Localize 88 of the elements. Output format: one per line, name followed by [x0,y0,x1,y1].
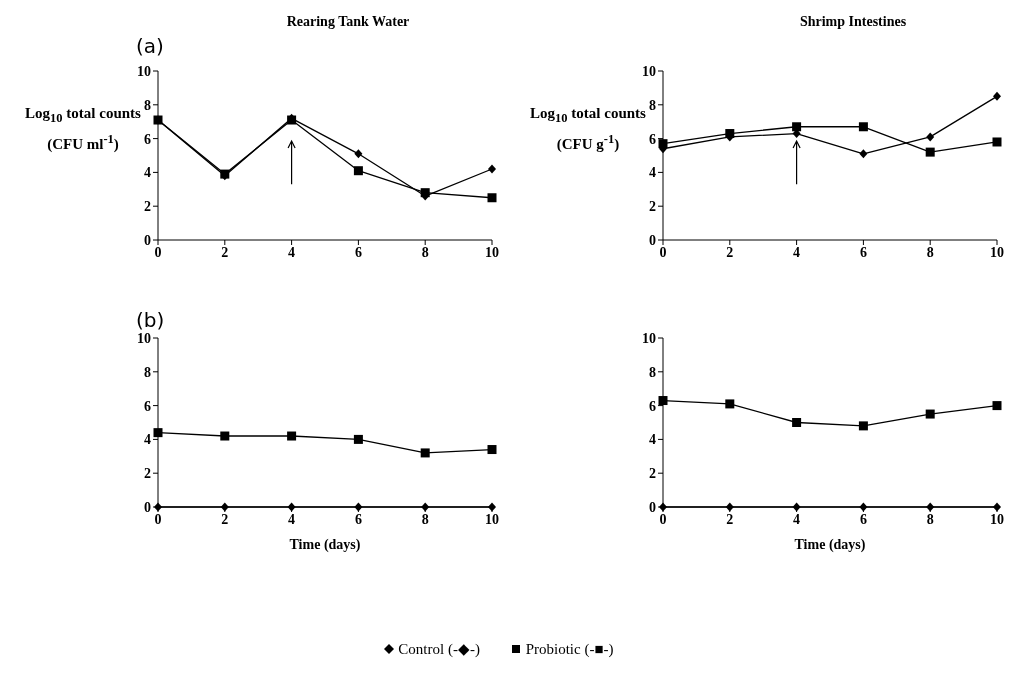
y-tick-label: 2 [144,199,151,215]
x-tick-label: 10 [485,511,499,527]
x-tick-label: 8 [421,244,429,260]
point [925,409,935,419]
x-tick-label: 2 [726,244,734,260]
y-tick-label: 2 [649,466,656,482]
point [658,139,668,149]
x-tick-label: 2 [726,511,734,527]
point [220,431,230,441]
point [993,91,1001,101]
point [792,122,802,132]
x-tick-label: 10 [990,244,1004,260]
y-tick-label: 8 [144,364,151,380]
y-tick-label: 8 [649,364,656,380]
point [858,122,868,132]
y-tick-label: 8 [144,97,151,113]
chart-title: Rearing Tank Water [285,14,411,30]
point [858,421,868,431]
x-tick-label: 4 [288,511,296,527]
point [287,431,297,441]
y-tick-label: 2 [144,466,151,482]
point [153,428,163,438]
x-tick-label: 6 [354,244,362,260]
point [859,502,868,512]
point [354,149,363,159]
y-tick-label: 6 [144,131,151,147]
point [926,502,935,512]
point [420,448,430,458]
y-tick-label: 6 [144,398,151,414]
y-tick-label: 6 [649,398,656,414]
y-tick-label: 10 [137,330,151,346]
y-tick-label: 0 [144,499,151,515]
x-tick-label: 8 [421,511,429,527]
point [992,401,1002,411]
x-tick-label: 8 [926,511,934,527]
x-axis-title: Time (days) [288,537,362,553]
point [353,166,363,176]
y-tick-label: 4 [144,432,151,448]
x-axis-title: Time (days) [793,537,867,553]
y-tick-label: 4 [144,165,151,181]
y-tick-label: 8 [649,97,656,113]
text: (a) [136,34,164,58]
y-axis-title: Log$_{10}$ total counts (CFU ml$^{-1}$) [25,105,141,152]
y-tick-label: 0 [649,499,656,515]
x-tick-label: 0 [154,244,162,260]
chart-title: Shrimp Intestines [798,14,908,30]
y-tick-label: 6 [649,131,656,147]
point [658,396,668,406]
point [220,502,229,512]
y-tick-label: 4 [649,432,656,448]
x-tick-label: 4 [288,244,296,260]
x-tick-label: 6 [859,511,867,527]
y-tick-label: 0 [649,232,656,248]
point [487,193,497,203]
y-tick-label: 0 [144,232,151,248]
point [926,132,935,142]
point [859,149,868,159]
y-tick-label: 4 [649,165,656,181]
x-tick-label: 0 [659,511,667,527]
x-tick-label: 10 [485,244,499,260]
text: (b) [136,308,165,332]
x-tick-label: 6 [354,511,362,527]
x-tick-label: 2 [221,511,229,527]
point [354,502,363,512]
legend-label: Probiotic (-■-) [524,641,614,657]
x-tick-label: 0 [154,511,162,527]
y-tick-label: 2 [649,199,656,215]
y-tick-label: 10 [642,63,656,79]
point [353,434,363,444]
point [925,147,935,157]
x-tick-label: 10 [990,511,1004,527]
legend-label: Control (-◆-) [397,641,480,657]
point [725,399,735,409]
point [792,418,802,427]
y-axis-title: Log$_{10}$ total counts (CFU g$^{-1}$) [530,105,646,152]
x-tick-label: 4 [793,244,801,260]
point [488,164,496,174]
point [487,445,497,455]
x-tick-label: 0 [659,244,667,260]
x-tick-label: 8 [926,244,934,260]
point [725,502,734,512]
x-tick-label: 4 [793,511,801,527]
x-tick-label: 6 [859,244,867,260]
point [421,502,430,512]
y-tick-label: 10 [137,63,151,79]
y-tick-label: 10 [642,330,656,346]
x-tick-label: 2 [221,244,229,260]
point [992,137,1002,147]
